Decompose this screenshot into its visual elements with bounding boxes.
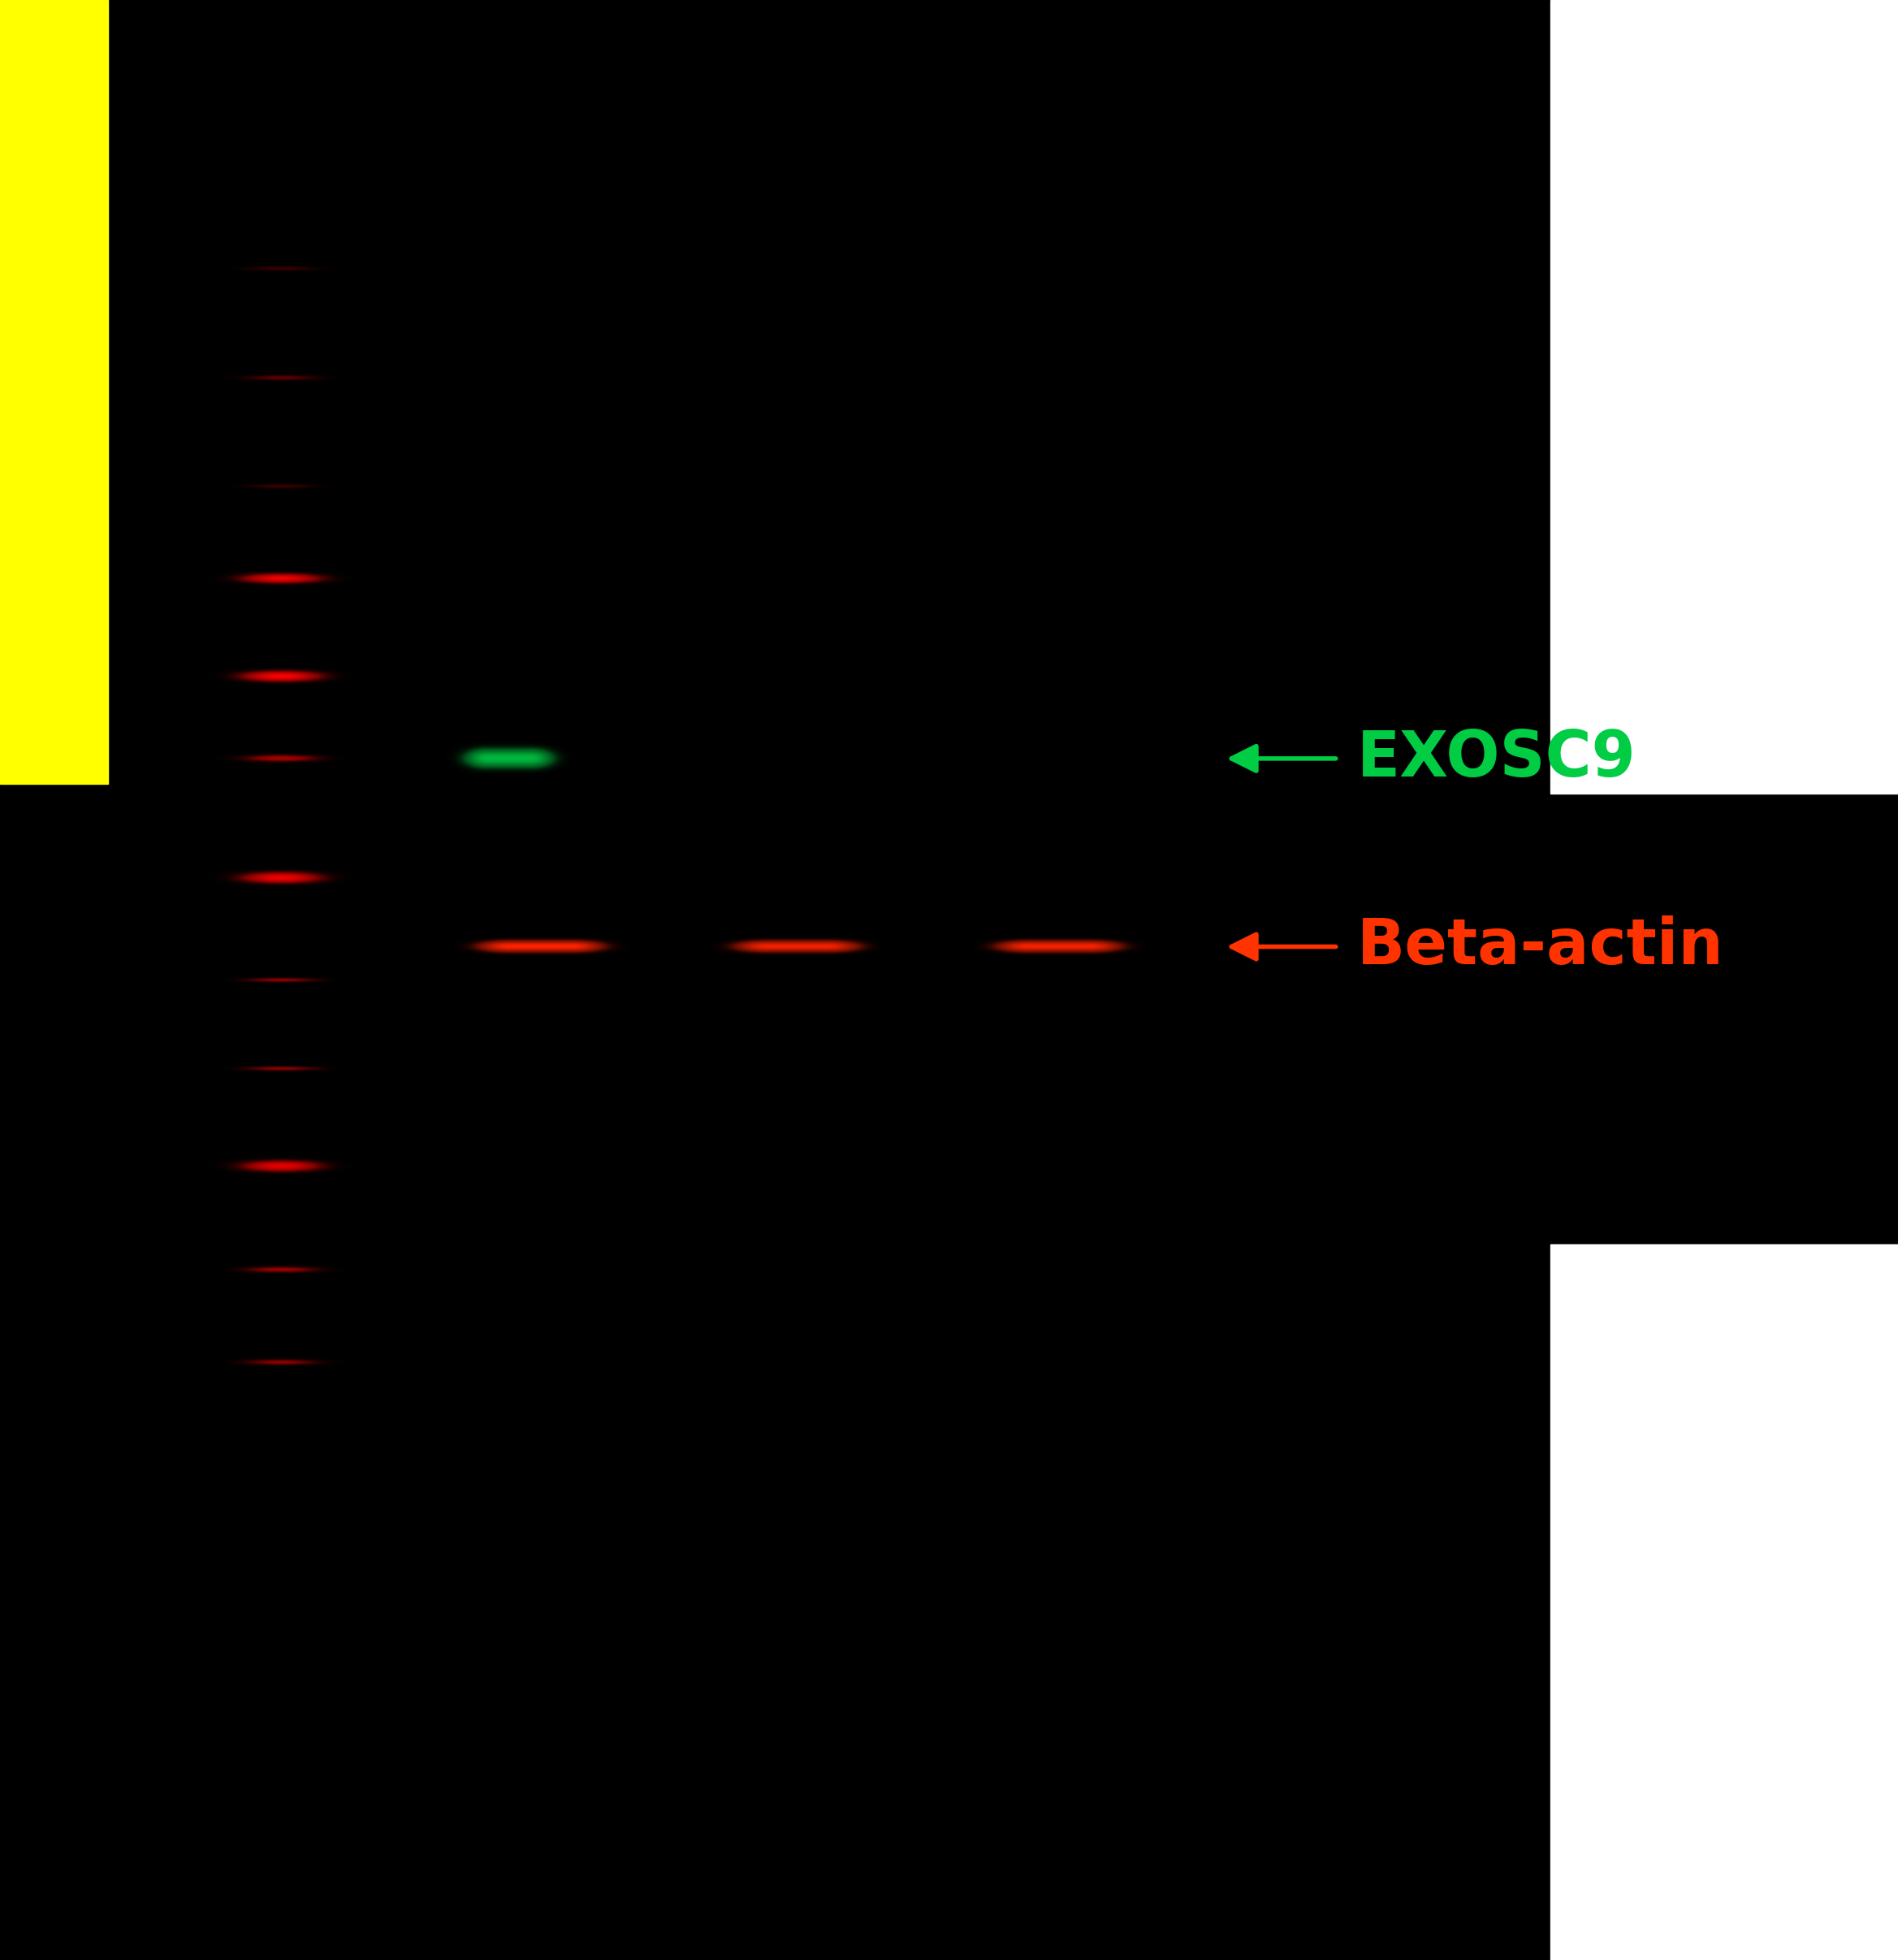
Bar — [0, 0, 108, 784]
Bar — [1551, 0, 1898, 794]
Text: Beta-actin: Beta-actin — [1357, 915, 1723, 978]
Text: EXOSC9: EXOSC9 — [1357, 727, 1636, 790]
Bar — [1551, 1245, 1898, 1960]
